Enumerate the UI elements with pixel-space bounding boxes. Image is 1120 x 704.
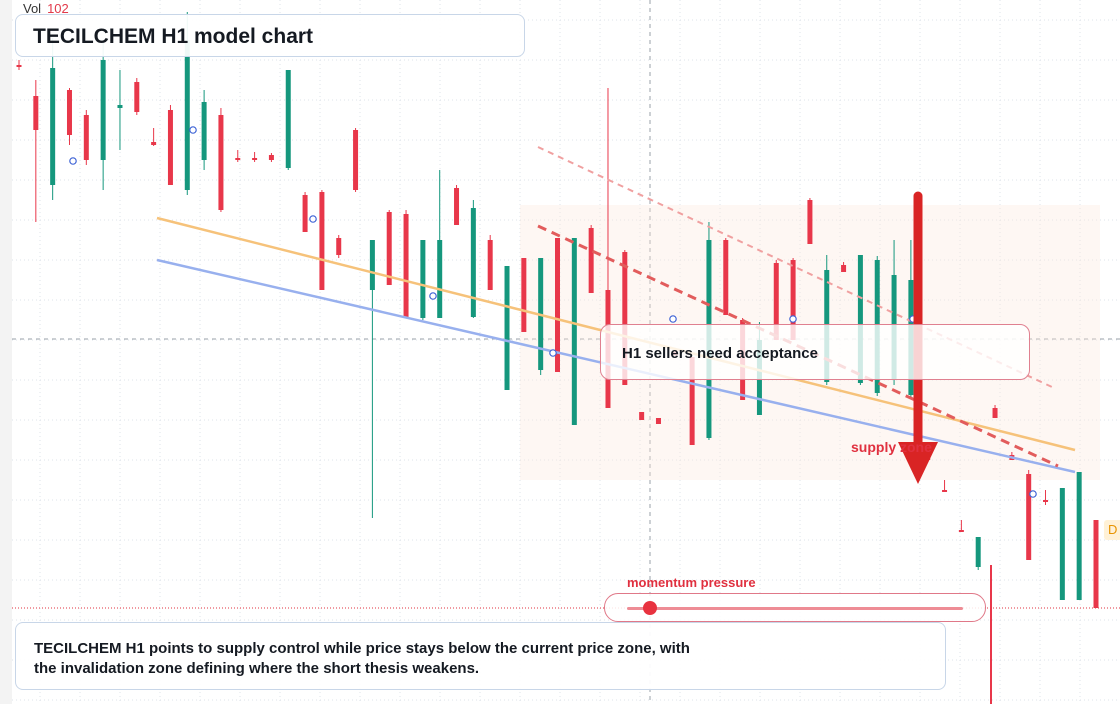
momentum-knob[interactable] xyxy=(643,601,657,615)
candle-body xyxy=(151,142,157,145)
candle-body xyxy=(201,102,207,160)
candle-body xyxy=(353,130,359,190)
candle-body xyxy=(521,258,527,332)
candle-body xyxy=(487,240,493,290)
analysis-note: TECILCHEM H1 points to supply control wh… xyxy=(15,622,946,690)
candle-body xyxy=(504,266,510,390)
candle-body xyxy=(16,65,22,67)
candle-body xyxy=(285,70,291,168)
candle-body xyxy=(50,68,56,185)
candle-body xyxy=(83,115,89,160)
candle-body xyxy=(1059,488,1065,600)
signal-marker xyxy=(429,292,437,300)
signal-marker xyxy=(1029,490,1037,498)
candle-body xyxy=(302,195,308,232)
candle-body xyxy=(268,155,274,160)
candle-body xyxy=(655,418,661,424)
signal-marker xyxy=(549,349,557,357)
candle-body xyxy=(218,115,224,210)
grid xyxy=(12,0,1120,704)
candle-body xyxy=(555,238,560,372)
volume-label: Vol xyxy=(23,1,42,16)
analysis-note-text: TECILCHEM H1 points to supply control wh… xyxy=(34,640,690,677)
supply-zone-label: supply zone xyxy=(851,439,932,455)
candle-body xyxy=(420,240,426,318)
title-panel: TECILCHEM H1 model chart xyxy=(15,14,525,57)
chart-frame-left xyxy=(0,0,12,704)
candle-body xyxy=(369,240,375,290)
candle-body xyxy=(1043,500,1049,502)
candle-body xyxy=(454,188,460,225)
candle-body xyxy=(773,263,779,340)
candle-body xyxy=(336,238,342,255)
candle-body xyxy=(134,82,140,112)
candle-body xyxy=(470,208,476,317)
candle-body xyxy=(100,60,106,160)
candle-body xyxy=(723,240,729,315)
signal-marker xyxy=(669,315,677,323)
candle-body xyxy=(319,192,325,290)
candle-body xyxy=(622,252,628,385)
candle-body xyxy=(841,265,847,272)
signal-marker xyxy=(309,215,317,223)
candle-body xyxy=(807,200,813,244)
candle-body xyxy=(66,90,72,135)
candle-body xyxy=(403,214,409,318)
candle-body xyxy=(117,105,123,108)
candle-body xyxy=(167,110,173,185)
signal-marker xyxy=(789,315,797,323)
candle-body xyxy=(857,255,863,383)
down-arrow-head xyxy=(898,442,938,484)
candle-body xyxy=(942,490,948,492)
candle-body xyxy=(588,228,594,293)
volume-value: 102 xyxy=(47,1,69,16)
candle-body xyxy=(1076,472,1082,600)
candle-body xyxy=(975,537,981,567)
acceptance-callout: H1 sellers need acceptance xyxy=(600,324,1030,380)
candle-body xyxy=(958,530,964,532)
momentum-label: momentum pressure xyxy=(627,575,756,590)
signal-marker xyxy=(69,157,77,165)
candle-body xyxy=(235,158,241,160)
candle-body xyxy=(689,357,695,445)
callout-text: H1 sellers need acceptance xyxy=(622,345,818,362)
candle-body xyxy=(1093,520,1099,608)
candle-body xyxy=(1026,474,1032,560)
candle-body xyxy=(33,96,39,130)
candle-body xyxy=(639,412,645,420)
candle-body xyxy=(992,408,998,418)
volume-readout: Vol 102 xyxy=(23,1,69,16)
chart-title: TECILCHEM H1 model chart xyxy=(33,25,314,48)
momentum-slider[interactable] xyxy=(604,593,986,622)
candle-body xyxy=(790,260,796,340)
price-axis-tag: D xyxy=(1104,520,1120,540)
candle-body xyxy=(386,212,392,285)
momentum-track xyxy=(627,607,963,610)
candle-body xyxy=(437,240,443,318)
candle-body xyxy=(252,158,258,160)
candle-body xyxy=(571,238,577,425)
signal-marker xyxy=(189,126,197,134)
candle-body xyxy=(184,40,190,190)
